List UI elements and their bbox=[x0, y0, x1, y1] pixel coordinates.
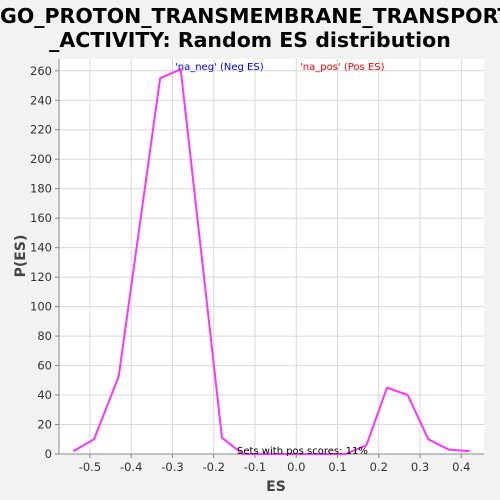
x-tick-label: 0.2 bbox=[370, 460, 388, 474]
pos-scores-annotation: Sets with pos scores: 11% bbox=[237, 446, 368, 457]
y-tick-label: 220 bbox=[30, 123, 52, 137]
legend-pos: 'na_pos' (Pos ES) bbox=[300, 62, 385, 73]
chart-title-line-2: _ACTIVITY: Random ES distribution bbox=[49, 28, 451, 52]
y-tick-label: 240 bbox=[30, 93, 52, 107]
y-tick-label: 120 bbox=[30, 270, 52, 284]
x-tick-label: -0.5 bbox=[79, 460, 101, 474]
x-tick-label: -0.3 bbox=[161, 460, 183, 474]
series-group bbox=[72, 68, 470, 455]
x-tick-label: 0.3 bbox=[411, 460, 429, 474]
y-tick-label: 80 bbox=[37, 329, 52, 343]
y-tick-label: 180 bbox=[30, 182, 52, 196]
y-tick-label: 100 bbox=[30, 300, 52, 314]
y-tick-label: 200 bbox=[30, 152, 52, 166]
es-distribution-line bbox=[72, 68, 470, 455]
plot-area bbox=[59, 59, 484, 454]
y-axis-title: P(ES) bbox=[13, 235, 29, 278]
y-tick-label: 40 bbox=[37, 388, 52, 402]
x-tick-label: -0.1 bbox=[244, 460, 266, 474]
y-tick-label: 260 bbox=[30, 64, 52, 78]
y-tick-label: 160 bbox=[30, 211, 52, 225]
y-ticks: 0 20 40 60 80 100 120 140 160 180 200 220 240 260 bbox=[30, 64, 59, 461]
x-tick-label: 0.0 bbox=[287, 460, 305, 474]
y-tick-label: 60 bbox=[37, 359, 52, 373]
y-tick-label: 20 bbox=[37, 418, 52, 432]
x-tick-label: 0.1 bbox=[328, 460, 346, 474]
grid bbox=[59, 59, 484, 455]
y-tick-label: 0 bbox=[45, 447, 52, 461]
x-tick-label: 0.4 bbox=[452, 460, 470, 474]
x-tick-label: -0.4 bbox=[120, 460, 142, 474]
x-axis-title: ES bbox=[266, 479, 286, 495]
y-tick-label: 140 bbox=[30, 241, 52, 255]
x-tick-label: -0.2 bbox=[203, 460, 225, 474]
chart-title: GO_PROTON_TRANSMEMBRANE_TRANSPORTER _ACT… bbox=[0, 4, 500, 52]
x-ticks: -0.5 -0.4 -0.3 -0.2 -0.1 0.0 0.1 0.2 0.3 0.4 bbox=[79, 454, 470, 474]
legend-neg: 'na_neg' (Neg ES) bbox=[175, 62, 264, 73]
chart-title-line-1: GO_PROTON_TRANSMEMBRANE_TRANSPORTER bbox=[0, 4, 500, 28]
